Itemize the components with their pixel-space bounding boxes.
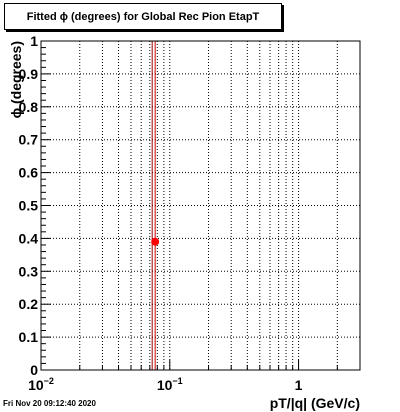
x-tick-label: 10−1 xyxy=(157,376,183,393)
timestamp: Fri Nov 20 09:12:40 2020 xyxy=(3,399,96,408)
y-tick-label: 0 xyxy=(30,362,38,378)
y-tick-label: 0.3 xyxy=(19,263,39,279)
y-tick-label: 0.2 xyxy=(19,296,39,312)
y-tick-label: 1 xyxy=(30,33,38,49)
x-tick-label: 10−2 xyxy=(28,376,54,393)
y-tick-labels: 0 0.1 0.2 0.3 0.4 0.5 0.6 0.7 0.8 0.9 1 xyxy=(19,33,39,378)
y-tick-label: 0.6 xyxy=(19,165,39,181)
y-tick-label: 0.5 xyxy=(19,198,39,214)
y-tick-label: 0.4 xyxy=(19,230,39,246)
grid-lines xyxy=(41,41,360,370)
vertical-lines xyxy=(151,41,156,370)
y-tick-label: 0.9 xyxy=(19,66,39,82)
data-points xyxy=(151,237,160,246)
y-tick-label: 0.1 xyxy=(19,329,39,345)
chart-title-text: Fitted ϕ (degrees) for Global Rec Pion E… xyxy=(26,10,260,23)
chart-title: Fitted ϕ (degrees) for Global Rec Pion E… xyxy=(4,3,282,30)
y-tick-label: 0.7 xyxy=(19,132,39,148)
x-tick-labels: 10−2 10−1 1 xyxy=(28,376,303,393)
x-tick-label: 1 xyxy=(295,377,303,393)
y-axis-label: ϕ (degrees) xyxy=(8,41,24,118)
y-tick-label: 0.8 xyxy=(19,99,39,115)
axis-ticks xyxy=(40,40,361,371)
x-axis-label: pT/|q| (GeV/c) xyxy=(270,395,360,411)
data-point xyxy=(151,237,160,246)
